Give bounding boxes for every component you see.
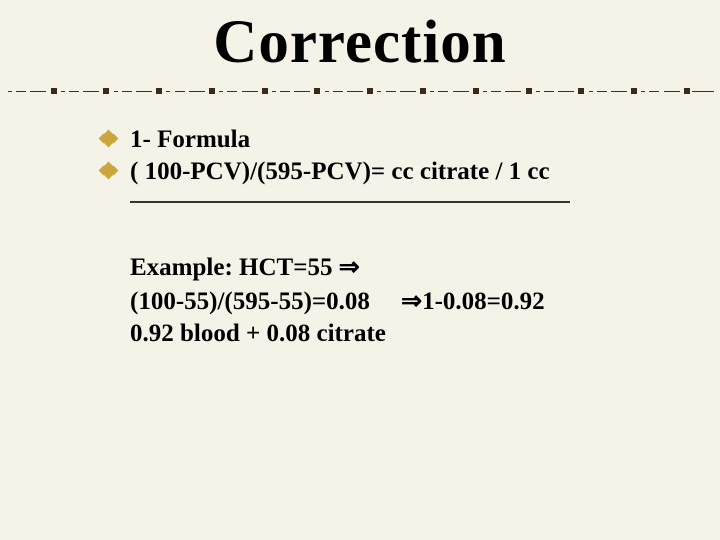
divider-segment (375, 88, 428, 94)
underline-wrap (130, 190, 650, 208)
bullet-text: 1- Formula (130, 126, 250, 154)
bullet-icon (100, 131, 118, 149)
arrow-icon: ⇒ (339, 253, 360, 281)
content-area: 1- Formula ( 100-PCV)/(595-PCV)= cc citr… (0, 126, 720, 348)
bullet-icon (100, 163, 118, 181)
example-line1-prefix: Example: HCT=55 (130, 254, 339, 281)
example-line2-right: 1-0.08=0.92 (422, 288, 545, 315)
bullet-item: 1- Formula (100, 126, 650, 154)
divider-segment (270, 88, 323, 94)
divider-segment (639, 88, 692, 94)
example-line2-left: (100-55)/(595-55)=0.08 (130, 288, 370, 315)
bullet-item: ( 100-PCV)/(595-PCV)= cc citrate / 1 cc (100, 158, 650, 186)
divider-segment (164, 88, 217, 94)
divider-segment (481, 88, 534, 94)
arrow-icon: ⇒ (401, 287, 422, 315)
underline (130, 201, 570, 203)
divider-segment (534, 88, 587, 94)
divider-segment (323, 88, 376, 94)
divider-segment (6, 88, 59, 94)
divider-segment (586, 88, 639, 94)
example-line-3: 0.92 blood + 0.08 citrate (130, 320, 650, 348)
example-block: Example: HCT=55 ⇒ (100-55)/(595-55)=0.08… (100, 252, 650, 348)
example-line-2: (100-55)/(595-55)=0.08 ⇒1-0.08=0.92 (130, 286, 650, 316)
divider-segment (428, 88, 481, 94)
slide-title: Correction (0, 0, 720, 84)
divider-segment (112, 88, 165, 94)
divider-segment (217, 88, 270, 94)
slide-container: Correction 1- Formula ( 100-PCV)/(595-PC… (0, 0, 720, 540)
bullet-text: ( 100-PCV)/(595-PCV)= cc citrate / 1 cc (130, 158, 550, 186)
divider (0, 84, 720, 98)
divider-segment (59, 88, 112, 94)
example-line-1: Example: HCT=55 ⇒ (130, 252, 650, 282)
